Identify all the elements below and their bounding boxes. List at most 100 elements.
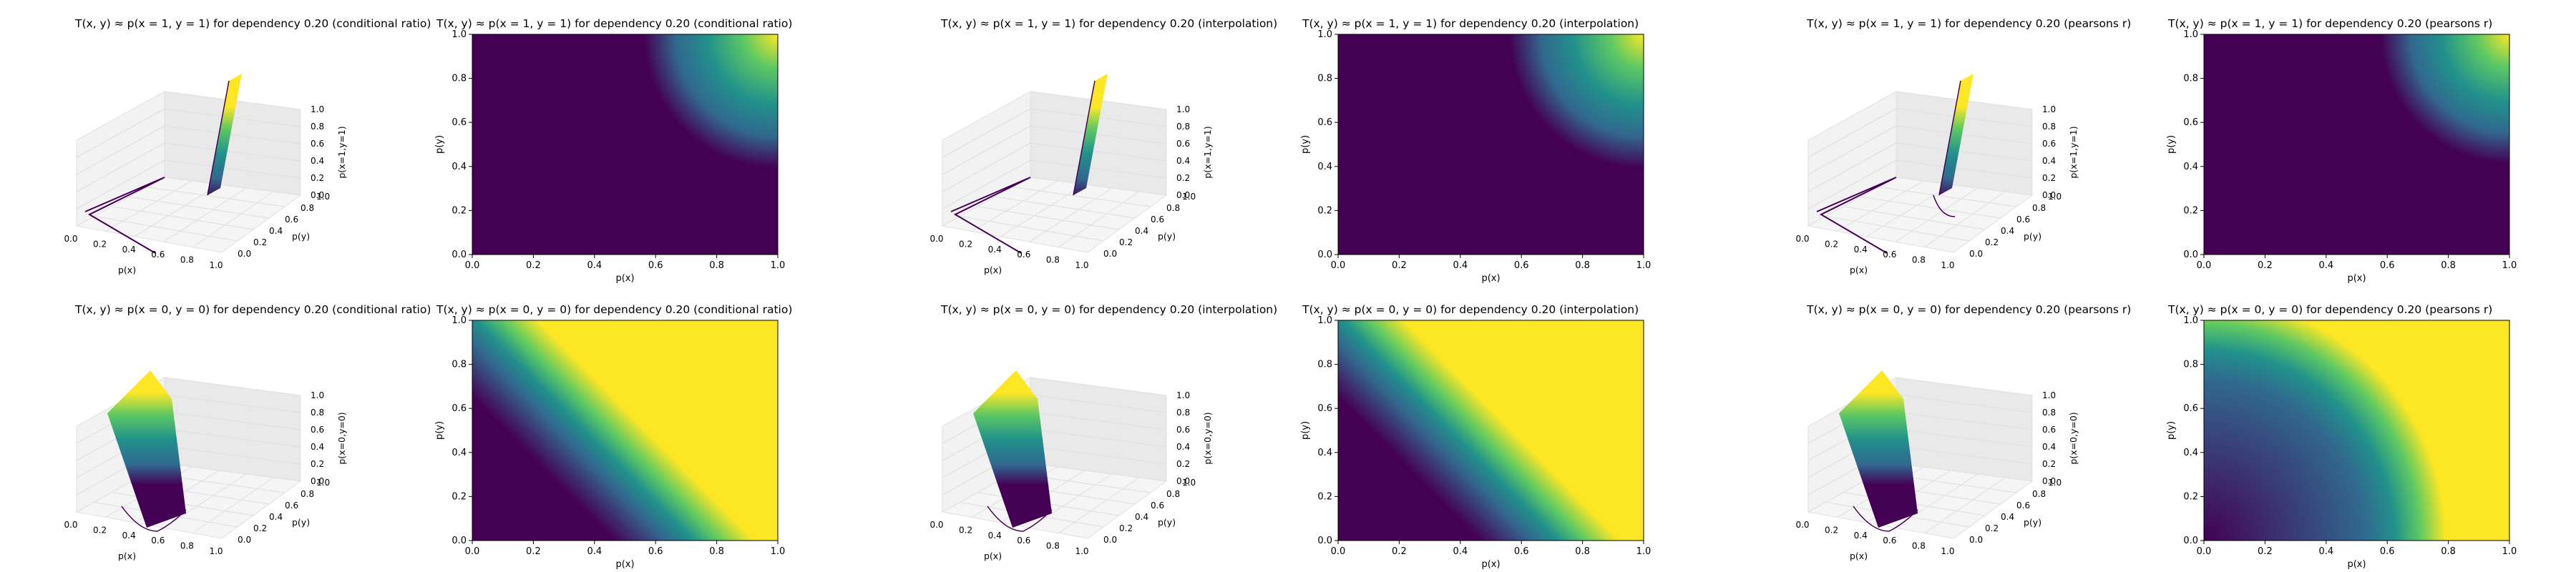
y-tick-label: 0.0 <box>1969 249 1983 259</box>
z-tick-label: 0.8 <box>2042 122 2056 132</box>
z-tick-label: 1.0 <box>1176 104 1190 114</box>
x-tick-label: 0.2 <box>2258 260 2273 271</box>
floor-gridline <box>105 180 192 232</box>
surface-sheet <box>208 74 242 195</box>
z-tick-label: 0.0 <box>2042 190 2056 200</box>
y-tick-label: 0.6 <box>1151 500 1164 511</box>
x-tick-label: 1.0 <box>1636 546 1652 557</box>
x-tick-label: 1.0 <box>1636 260 1652 271</box>
surface-sheet <box>973 370 1052 528</box>
y-tick-label: 0.2 <box>1985 237 1999 247</box>
z-tick-label: 0.6 <box>1176 425 1190 435</box>
wall-gridline <box>76 125 165 175</box>
x-axis-label: p(x) <box>1481 559 1500 570</box>
heatmap-surface <box>2204 34 2509 255</box>
heatmap-title: T(x, y) ≈ p(x = 0, y = 0) for dependency… <box>2167 303 2492 316</box>
wall-gridline <box>164 394 301 413</box>
wall-gridline <box>942 108 1031 158</box>
heatmap-frame <box>2203 34 2510 255</box>
heatmap-surface <box>1338 320 1644 541</box>
y-tick-label: 0.2 <box>2183 205 2198 216</box>
x-tick-label: 0.0 <box>1331 260 1346 271</box>
z-tick-label: 1.0 <box>311 104 324 114</box>
floor-gridline <box>1865 184 1951 237</box>
x-tick-label: 0.4 <box>988 245 1002 255</box>
y-tick-label: 0.2 <box>452 491 467 502</box>
x-axis-label: p(x) <box>2347 559 2366 570</box>
wall-gridline <box>1807 108 1897 158</box>
floor-gridline <box>977 206 1120 230</box>
y-tick-label: 1.0 <box>316 192 330 202</box>
y-tick-label: 0.4 <box>452 448 467 458</box>
surface-title: T(x, y) ≈ p(x = 0, y = 0) for dependency… <box>74 303 431 316</box>
heatmap-surface <box>1338 34 1644 255</box>
surface-sheet <box>1073 74 1108 195</box>
floor-gridline <box>1029 473 1113 528</box>
y-tick-label: 0.8 <box>1317 74 1332 84</box>
surface-sheet <box>1839 370 1918 528</box>
z-tick-label: 0.8 <box>311 122 324 132</box>
x-tick-label: 0.2 <box>93 239 107 249</box>
x-tick-label: 0.6 <box>648 260 663 271</box>
x-tick-label: 0.0 <box>465 260 480 271</box>
x-tick-label: 0.8 <box>1575 260 1590 271</box>
x-tick-label: 1.0 <box>771 260 786 271</box>
x-axis-label: p(x) <box>118 265 136 275</box>
y-axis-label: p(y) <box>2024 231 2041 242</box>
wall-gridline <box>1030 428 1167 448</box>
x-tick-label: 0.8 <box>1912 255 1926 265</box>
z-tick-label: 0.4 <box>2042 442 2056 452</box>
x-tick-label: 0.0 <box>1331 546 1346 557</box>
x-tick-label: 0.0 <box>64 234 77 244</box>
x-tick-label: 1.0 <box>1075 260 1088 270</box>
y-tick-label: 0.0 <box>1103 535 1117 545</box>
floor-pane <box>1807 177 2034 253</box>
wall-gridline <box>164 125 301 144</box>
y-tick-label: 0.6 <box>2183 403 2198 414</box>
z-tick-label: 0.4 <box>311 442 324 452</box>
wall-gridline <box>1896 125 2033 144</box>
floor-gridline <box>1895 187 1979 242</box>
z-tick-label: 0.8 <box>311 408 324 418</box>
z-axis-label: p(x=0,y=0) <box>2068 412 2079 464</box>
x-tick-label: 0.6 <box>151 536 165 546</box>
z-axis-label: p(x=1,y=1) <box>336 126 347 178</box>
heatmap-title: T(x, y) ≈ p(x = 1, y = 1) for dependency… <box>2167 17 2492 30</box>
floor-gridline <box>1825 215 1970 242</box>
y-tick-label: 0.8 <box>452 360 467 370</box>
x-tick-label: 0.6 <box>1017 536 1030 546</box>
x-tick-label: 0.8 <box>2441 546 2456 557</box>
x-tick-label: 0.4 <box>988 531 1002 541</box>
surface-edge <box>1938 80 1961 196</box>
y-tick-label: 0.8 <box>1166 489 1180 499</box>
x-axis-label: p(x) <box>615 559 634 570</box>
y-tick-label: 0.2 <box>452 205 467 216</box>
x-tick-label: 0.4 <box>1453 260 1468 271</box>
z-tick-label: 0.2 <box>1176 459 1190 469</box>
x-tick-label: 0.8 <box>1046 255 1060 265</box>
floor-gridline <box>1058 477 1140 534</box>
y-tick-label: 0.8 <box>1166 203 1180 213</box>
heatmap-panel: T(x, y) ≈ p(x = 0, y = 0) for dependency… <box>1300 303 1651 570</box>
surface-contour <box>121 506 187 532</box>
y-axis-label: p(y) <box>2166 421 2177 440</box>
x-tick-label: 0.2 <box>2258 546 2273 557</box>
z-tick-label: 0.6 <box>2042 139 2056 149</box>
x-axis-label: p(x) <box>615 273 634 284</box>
heatmap-title: T(x, y) ≈ p(x = 0, y = 0) for dependency… <box>1302 303 1639 316</box>
y-tick-label: 0.8 <box>1317 360 1332 370</box>
wall-gridline <box>1030 125 1167 144</box>
x-axis-label: p(x) <box>1850 265 1868 275</box>
y-axis-label: p(y) <box>434 135 445 154</box>
z-tick-label: 0.6 <box>2042 425 2056 435</box>
x-tick-label: 0.2 <box>1825 525 1838 535</box>
x-axis-label: p(x) <box>1481 273 1500 284</box>
z-tick-label: 0.0 <box>1176 190 1190 200</box>
floor-gridline <box>192 477 274 534</box>
x-tick-label: 0.0 <box>64 520 77 530</box>
z-tick-label: 0.0 <box>1176 476 1190 486</box>
floor-gridline <box>1000 184 1085 237</box>
wall-gridline <box>1030 445 1167 465</box>
heatmap-panel: T(x, y) ≈ p(x = 1, y = 1) for dependency… <box>434 17 792 284</box>
